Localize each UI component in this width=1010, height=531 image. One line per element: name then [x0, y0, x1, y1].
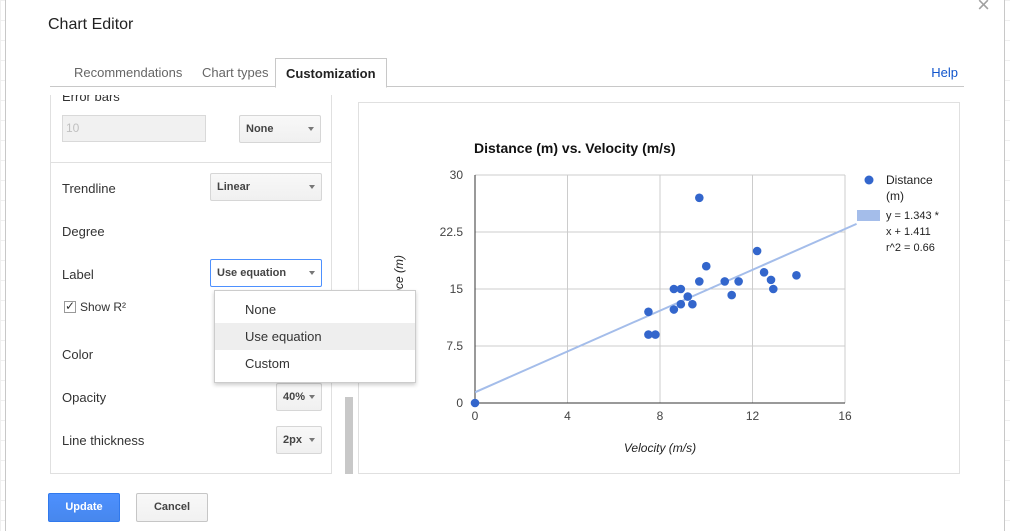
- opacity-value: 40%: [283, 391, 306, 403]
- menu-item-use-equation[interactable]: Use equation: [215, 323, 415, 350]
- show-r2-row[interactable]: ✓ Show R²: [64, 299, 127, 314]
- trendline: [475, 222, 857, 394]
- data-point: [769, 284, 778, 294]
- show-r2-checkbox[interactable]: ✓: [64, 299, 76, 313]
- data-point: [766, 275, 776, 285]
- data-point: [701, 261, 711, 271]
- data-point: [683, 292, 693, 301]
- label-select[interactable]: Use equation: [210, 259, 322, 287]
- data-point: [734, 277, 743, 286]
- data-point: [792, 271, 801, 280]
- data-point: [752, 246, 762, 256]
- chart-title: Distance (m) vs. Velocity (m/s): [474, 140, 676, 156]
- chart-preview: 0 4 8 12 16 0 7.5 15 22.5 30 Distance (m) vs. Velo…: [358, 102, 960, 474]
- scatter-chart: 0 4 8 12 16 0 7.5 15 22.5 30 Distance (m) vs. Velo…: [392, 140, 940, 455]
- section-divider: [51, 162, 331, 163]
- legend-label-distance-unit: (m): [886, 189, 904, 203]
- error-type-select[interactable]: None: [239, 115, 321, 143]
- y-tick-label: 7.5: [446, 339, 463, 353]
- cancel-button[interactable]: Cancel: [136, 493, 208, 522]
- error-type-value: None: [246, 123, 274, 135]
- label-select-value: Use equation: [217, 267, 287, 279]
- chevron-down-icon: [308, 127, 314, 131]
- x-tick-label: 4: [564, 409, 571, 423]
- chevron-down-icon: [309, 185, 315, 189]
- legend-swatch-trendline: [857, 210, 880, 221]
- menu-item-none[interactable]: None: [245, 302, 277, 317]
- data-point: [651, 330, 660, 339]
- y-tick-label: 15: [450, 282, 464, 296]
- data-point: [644, 330, 653, 339]
- opacity-label: Opacity: [62, 390, 107, 405]
- y-tick-label: 0: [456, 396, 463, 410]
- legend-label-trendline: y = 1.343 *: [886, 210, 940, 222]
- color-label: Color: [62, 347, 94, 362]
- trendline-select[interactable]: Linear: [210, 173, 322, 201]
- y-tick-label: 30: [450, 168, 464, 182]
- chevron-down-icon: [309, 395, 315, 399]
- x-tick-label: 16: [838, 409, 852, 423]
- x-axis-title: Velocity (m/s): [624, 441, 696, 455]
- chart-editor-dialog: × Chart Editor Recommendations Chart typ…: [5, 0, 1005, 531]
- degree-label: Degree: [62, 224, 105, 239]
- data-point: [727, 290, 736, 300]
- close-icon[interactable]: ×: [977, 0, 990, 17]
- data-point: [676, 299, 686, 309]
- data-point: [720, 277, 730, 286]
- tab-chart-types[interactable]: Chart types: [202, 65, 269, 80]
- y-tick-label: 22.5: [440, 225, 464, 239]
- trendline-group: [475, 222, 857, 394]
- legend-label-distance: Distance: [886, 173, 933, 187]
- data-point: [688, 299, 697, 309]
- opacity-select[interactable]: 40%: [276, 383, 322, 411]
- trendline-value: Linear: [217, 181, 251, 193]
- dialog-title: Chart Editor: [48, 16, 134, 33]
- data-point: [644, 307, 653, 317]
- data-point: [676, 284, 686, 294]
- trendline-label: Trendline: [62, 181, 116, 196]
- line-thickness-label: Line thickness: [62, 433, 145, 448]
- legend-dot-distance: [864, 175, 874, 185]
- legend-label-trendline: x + 1.411: [886, 226, 931, 238]
- data-point: [695, 193, 704, 203]
- label-label: Label: [62, 267, 94, 282]
- label-dropdown-menu: None Use equation Custom: [214, 290, 416, 383]
- show-r2-label: Show R²: [80, 300, 127, 314]
- menu-item-custom[interactable]: Custom: [245, 356, 290, 371]
- chevron-down-icon: [309, 438, 315, 442]
- x-tick-label: 0: [472, 409, 479, 423]
- update-button[interactable]: Update: [48, 493, 120, 522]
- tab-bar: Recommendations Chart types Customizatio…: [50, 58, 964, 88]
- error-value-input: 10: [62, 115, 206, 142]
- x-tick-label: 12: [746, 409, 760, 423]
- tab-recommendations[interactable]: Recommendations: [74, 65, 183, 80]
- x-tick-label: 8: [657, 409, 664, 423]
- check-icon: ✓: [65, 299, 76, 313]
- data-point: [470, 398, 480, 408]
- data-point: [669, 284, 679, 294]
- chevron-down-icon: [309, 271, 315, 275]
- thickness-select[interactable]: 2px: [276, 426, 322, 454]
- thickness-value: 2px: [283, 434, 302, 446]
- customization-panel: Error bars 10 None Trendline Linear Degr…: [50, 95, 332, 474]
- tab-customization[interactable]: Customization: [275, 58, 387, 88]
- help-link[interactable]: Help: [931, 65, 958, 80]
- data-point: [669, 305, 679, 314]
- error-bars-label: Error bars: [62, 95, 120, 104]
- data-point: [759, 267, 769, 277]
- legend-label-trendline: r^2 = 0.66: [886, 242, 935, 254]
- data-point: [695, 277, 704, 286]
- scrollbar[interactable]: [345, 397, 353, 474]
